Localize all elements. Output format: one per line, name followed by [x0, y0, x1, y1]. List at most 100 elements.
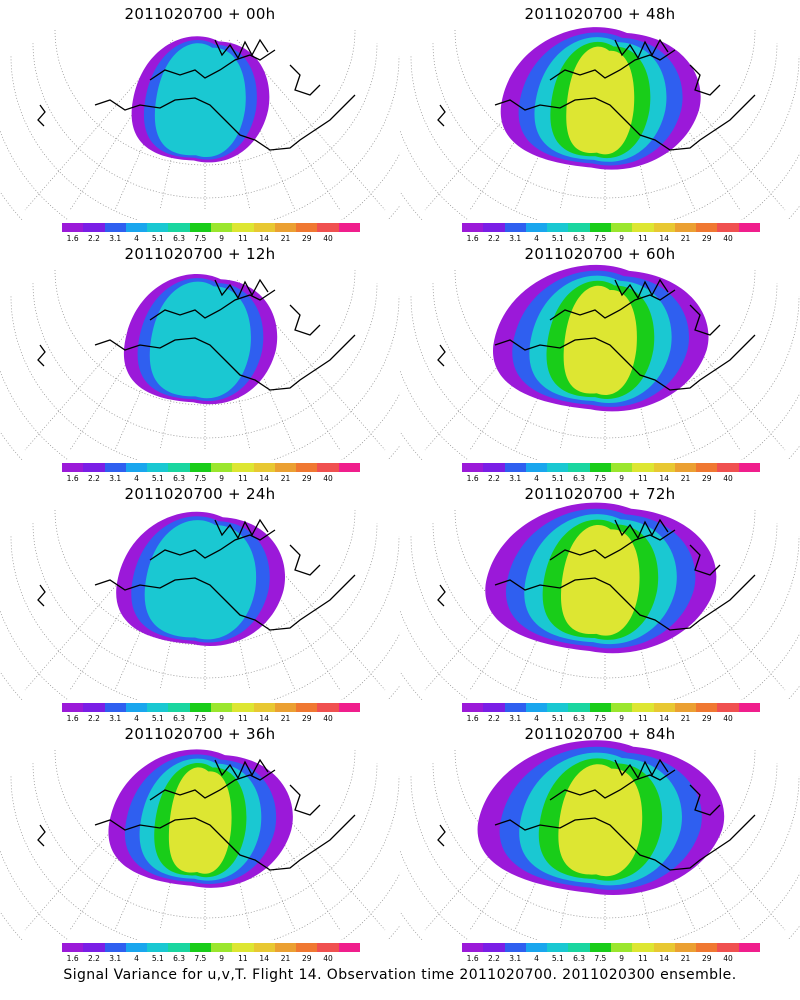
- colorbar-tick-label: 2.2: [87, 234, 100, 243]
- colorbar-swatch: [717, 943, 739, 952]
- colorbar-tick-label: 4: [134, 474, 139, 483]
- colorbar-swatch: [83, 223, 105, 232]
- colorbar-tick-label: 14: [659, 954, 669, 963]
- colorbar-swatch: [232, 463, 254, 472]
- colorbar-tick-label: 4: [134, 714, 139, 723]
- colorbar-swatch: [696, 703, 718, 712]
- colorbar-tick-label: 9: [619, 954, 625, 963]
- colorbar-tick-label: 6.3: [173, 234, 186, 243]
- colorbar-labels: 1.6 2.2 3.1 4 5.1 6.3 7.5 9 11 14 21 29 40: [62, 234, 360, 244]
- colorbar-labels: 1.6 2.2 3.1 4 5.1 6.3 7.5 9 11 14 21 29 40: [462, 954, 760, 964]
- colorbar-tick-label: 7.5: [194, 954, 207, 963]
- polar-map: [0, 29, 400, 220]
- colorbar-swatch: [632, 223, 654, 232]
- colorbar-tick-label: 14: [259, 234, 269, 243]
- colorbar-swatch: [62, 223, 84, 232]
- coastline: [37, 38, 356, 151]
- colorbar-swatch: [168, 463, 190, 472]
- colorbar-tick-label: 29: [702, 954, 712, 963]
- colorbar-swatch: [717, 463, 739, 472]
- colorbar-swatch: [674, 943, 697, 952]
- colorbar-swatch: [589, 463, 611, 472]
- variance-field: [108, 749, 293, 888]
- colorbar-tick-label: 7.5: [594, 954, 607, 963]
- colorbar: [462, 703, 760, 712]
- colorbar-tick-label: 29: [702, 714, 712, 723]
- colorbar-tick-label: 9: [219, 474, 225, 483]
- colorbar-swatch: [483, 463, 505, 472]
- colorbar-swatch: [674, 463, 697, 472]
- colorbar-swatch: [674, 703, 697, 712]
- colorbar-tick-label: 40: [323, 474, 333, 483]
- colorbar-swatch: [232, 703, 254, 712]
- colorbar-tick-label: 1.6: [466, 714, 479, 723]
- colorbar-swatch: [525, 703, 548, 712]
- colorbar-tick-label: 9: [619, 714, 625, 723]
- colorbar-tick-label: 3.1: [109, 474, 122, 483]
- colorbar-swatch: [62, 463, 84, 472]
- colorbar-swatch: [610, 223, 633, 232]
- colorbar-swatch: [610, 943, 633, 952]
- variance-field: [485, 502, 717, 654]
- colorbar-tick-label: 5.1: [551, 234, 564, 243]
- colorbar-tick-label: 29: [302, 234, 312, 243]
- colorbar-tick-label: 5.1: [551, 954, 564, 963]
- panel-title: 2011020700 + 84h: [524, 725, 676, 743]
- colorbar-tick-label: 5.1: [551, 474, 564, 483]
- colorbar-swatch: [104, 463, 126, 472]
- colorbar-tick-label: 2.2: [87, 714, 100, 723]
- colorbar-tick-label: 1.6: [466, 234, 479, 243]
- colorbar-swatch: [317, 463, 339, 472]
- colorbar-tick-label: 5.1: [151, 954, 164, 963]
- colorbar-tick-label: 5.1: [151, 714, 164, 723]
- colorbar-swatch: [83, 703, 105, 712]
- map-panel: 2011020700 + 84h 1.6 2.2 3.1 4 5.1 6.3 7.5 9 11 14…: [400, 720, 800, 963]
- colorbar-swatch: [147, 943, 169, 952]
- coastline: [437, 278, 756, 391]
- colorbar: [62, 223, 360, 232]
- colorbar-swatch: [653, 463, 675, 472]
- colorbar-swatch: [83, 943, 105, 952]
- coastline: [437, 38, 756, 151]
- colorbar-swatch: [547, 463, 569, 472]
- colorbar-swatch: [168, 223, 190, 232]
- coastline: [37, 518, 356, 631]
- coastline: [437, 758, 756, 871]
- colorbar-tick-label: 4: [534, 954, 539, 963]
- colorbar-tick-label: 1.6: [66, 234, 79, 243]
- colorbar-swatch: [338, 223, 360, 232]
- colorbar-swatch: [62, 943, 84, 952]
- colorbar-tick-label: 40: [723, 954, 733, 963]
- colorbar-swatch: [274, 463, 297, 472]
- colorbar-tick-label: 11: [238, 954, 248, 963]
- colorbar-swatch: [504, 703, 526, 712]
- colorbar-tick-label: 4: [134, 234, 139, 243]
- colorbar-tick-label: 3.1: [509, 714, 522, 723]
- colorbar-tick-label: 4: [134, 954, 139, 963]
- colorbar-tick-label: 11: [238, 234, 248, 243]
- colorbar-swatch: [525, 463, 548, 472]
- colorbar-swatch: [717, 703, 739, 712]
- polar-map: [0, 269, 400, 460]
- colorbar: [462, 223, 760, 232]
- colorbar-labels: 1.6 2.2 3.1 4 5.1 6.3 7.5 9 11 14 21 29 40: [62, 474, 360, 484]
- colorbar-swatch: [483, 943, 505, 952]
- colorbar-swatch: [738, 223, 760, 232]
- colorbar-tick-label: 1.6: [466, 474, 479, 483]
- colorbar-swatch: [462, 463, 484, 472]
- variance-field: [116, 511, 286, 647]
- colorbar-tick-label: 4: [534, 474, 539, 483]
- colorbar-swatch: [317, 943, 339, 952]
- colorbar-swatch: [696, 943, 718, 952]
- colorbar-swatch: [147, 703, 169, 712]
- colorbar-tick-label: 6.3: [573, 474, 586, 483]
- colorbar-swatch: [104, 223, 126, 232]
- colorbar-swatch: [738, 463, 760, 472]
- colorbar-swatch: [274, 223, 297, 232]
- colorbar-swatch: [568, 703, 590, 712]
- colorbar-swatch: [210, 463, 233, 472]
- colorbar-swatch: [568, 943, 590, 952]
- colorbar-swatch: [462, 943, 484, 952]
- colorbar-swatch: [125, 943, 148, 952]
- colorbar-labels: 1.6 2.2 3.1 4 5.1 6.3 7.5 9 11 14 21 29 40: [462, 474, 760, 484]
